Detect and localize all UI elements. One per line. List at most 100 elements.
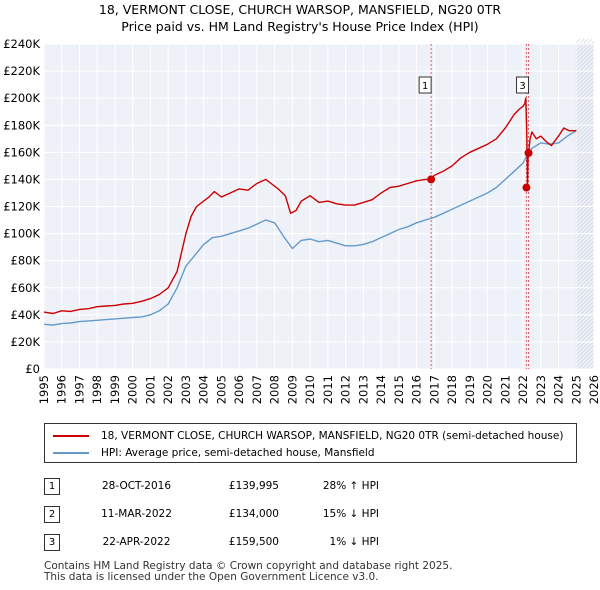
future-hatch-line [575, 152, 595, 172]
x-tick-label: 1999 [108, 375, 122, 404]
future-hatch-line [575, 216, 595, 236]
future-hatch-line [575, 296, 595, 316]
y-tick-label: £140K [3, 172, 40, 186]
transaction-label: 1 [422, 81, 428, 92]
future-hatch-line [575, 344, 595, 364]
transaction-date: 11-MAR-2022 [101, 508, 172, 520]
future-hatch-line [575, 268, 595, 288]
future-hatch-line [581, 356, 595, 370]
x-tick-label: 2013 [356, 375, 370, 404]
future-hatch-line [575, 348, 595, 368]
future-hatch-line [575, 38, 585, 48]
future-hatch-line [575, 252, 595, 272]
chart-subtitle: Price paid vs. HM Land Registry's House … [121, 19, 479, 34]
future-hatch-line [575, 124, 595, 144]
x-tick-label: 2026 [587, 375, 600, 404]
future-hatch-line [575, 308, 595, 328]
footer-licence: This data is licensed under the Open Gov… [44, 571, 379, 583]
future-hatch-line [575, 128, 595, 148]
x-tick-label: 2019 [463, 375, 477, 404]
transactions-table: 1 28-OCT-2016 £139,995 28% ↑ HPI 2 11-MA… [44, 472, 379, 556]
future-hatch-line [575, 76, 595, 96]
future-hatch-line [575, 320, 595, 340]
x-tick-label: 2012 [339, 375, 353, 404]
x-tick-label: 2006 [232, 375, 246, 404]
future-hatch-line [575, 232, 595, 252]
future-hatch-line [575, 38, 593, 56]
future-hatch-line [575, 220, 595, 240]
future-hatch-line [575, 292, 595, 312]
x-tick-label: 2001 [143, 375, 157, 404]
transaction-price: £139,995 [228, 480, 279, 492]
future-hatch-line [575, 64, 595, 84]
future-hatch-line [575, 84, 595, 104]
future-hatch-line [575, 264, 595, 284]
future-hatch-line [589, 364, 595, 370]
future-hatch-line [575, 316, 595, 336]
series-line [43, 130, 577, 326]
future-hatch-line [575, 100, 595, 120]
grid [43, 38, 595, 370]
y-tick-label: £40K [11, 308, 41, 322]
x-tick-label: 2024 [552, 375, 566, 404]
x-tick-label: 2021 [498, 375, 512, 404]
x-tick-label: 2020 [481, 375, 495, 404]
future-hatch-line [575, 280, 595, 300]
transaction-label-box [516, 76, 530, 94]
future-hatch-line [575, 56, 595, 76]
legend-item-property: 18, VERMONT CLOSE, CHURCH WARSOP, MANSFI… [53, 429, 563, 443]
future-hatch-line [575, 164, 595, 184]
x-tick-label: 1996 [55, 375, 69, 404]
future-hatch-line [575, 80, 595, 100]
legend-item-hpi: HPI: Average price, semi-detached house,… [53, 446, 375, 460]
future-hatch-line [575, 288, 595, 308]
future-hatch-line [575, 160, 595, 180]
future-hatch-line [575, 244, 595, 264]
y-tick-label: £20K [11, 335, 41, 349]
future-hatch-line [575, 228, 595, 248]
x-tick-label: 2007 [250, 375, 264, 404]
future-hatch-line [575, 132, 595, 152]
future-hatch-line [575, 208, 595, 228]
future-hatch-line [575, 168, 595, 188]
transaction-badge: 3 [44, 533, 60, 551]
future-hatch-line [575, 300, 595, 320]
future-hatch-line [575, 200, 595, 220]
x-tick-label: 2014 [374, 375, 388, 404]
future-hatch-line [575, 180, 595, 200]
future-hatch-line [575, 108, 595, 128]
axes: £0 £20K £40K £60K £80K £100K £120K £140K £160K £1… [3, 37, 600, 404]
future-hatch-line [575, 328, 595, 348]
footer-copyright: Contains HM Land Registry data © Crown c… [44, 560, 453, 572]
future-hatch-line [575, 120, 595, 140]
future-hatch-line [575, 68, 595, 88]
chart-title: 18, VERMONT CLOSE, CHURCH WARSOP, MANSFI… [98, 2, 502, 17]
x-tick-label: 2018 [445, 375, 459, 404]
transaction-hpi: 15% ↓ HPI [322, 508, 379, 520]
legend-label-hpi: HPI: Average price, semi-detached house,… [101, 447, 375, 459]
future-hatch-line [575, 324, 595, 344]
transaction-badge: 2 [44, 505, 60, 523]
future-hatch-line [575, 224, 595, 244]
y-tick-label: £160K [3, 145, 40, 159]
y-tick-label: £80K [11, 254, 41, 268]
future-hatch-line [575, 188, 595, 208]
future-hatch-line [575, 38, 589, 52]
future-hatch-line [575, 336, 595, 356]
x-tick-label: 2008 [268, 375, 282, 404]
legend-swatch-property [53, 435, 89, 437]
x-tick-label: 2011 [321, 375, 335, 404]
x-tick-label: 2015 [392, 375, 406, 404]
y-tick-label: £220K [3, 64, 40, 78]
x-tick-label: 2023 [534, 375, 548, 404]
y-tick-label: £120K [3, 200, 40, 214]
x-tick-label: 2005 [214, 375, 228, 404]
future-hatch-line [575, 104, 595, 124]
x-tick-label: 2016 [410, 375, 424, 404]
future-hatch-line [575, 260, 595, 280]
x-tick-label: 2003 [179, 375, 193, 404]
future-hatch-line [575, 248, 595, 268]
table-row: 2 11-MAR-2022 £134,000 15% ↓ HPI [44, 500, 379, 528]
future-hatch-line [575, 212, 595, 232]
